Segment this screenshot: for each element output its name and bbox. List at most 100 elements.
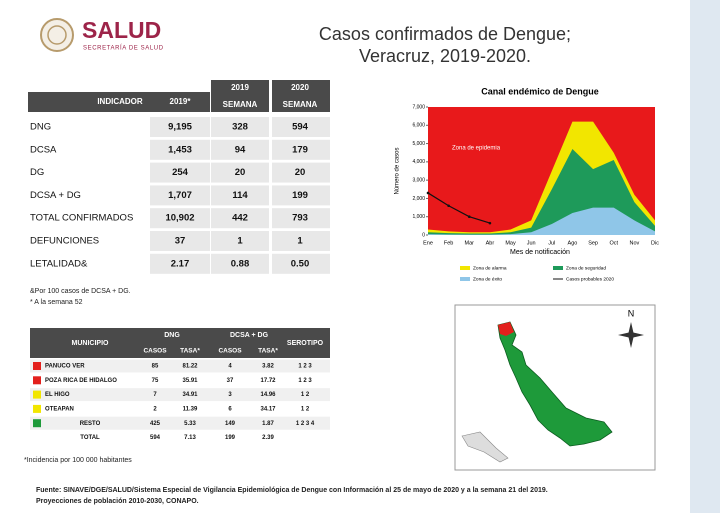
cell-bg [150,253,210,274]
cell: 114 [232,190,248,201]
sub-header: CASOS [218,348,242,355]
row-color [33,362,41,370]
cell-bg [211,185,269,206]
cell-bg [211,208,269,229]
cell-bg [211,162,269,183]
annotation: Zona de epidemia [452,146,501,152]
cell: DCSA + DG [30,190,81,201]
row-color [33,404,41,413]
cell: 1 2 3 [298,364,312,370]
cell: OTEAPAN [45,406,74,412]
cell: 1 2 [301,406,310,412]
footer: Fuente: SINAVE/DGE/SALUD/Sistema Especia… [36,487,548,494]
cell: 20 [235,167,246,178]
north-label: N [628,308,635,318]
cell: DNG [30,122,51,133]
mexico-inset [461,431,509,463]
cell: 10,902 [165,213,194,224]
cell: 425 [150,421,161,427]
cell: 35.91 [182,378,198,384]
footer: Proyecciones de población 2010-2030, CON… [36,498,199,505]
cell: 11.39 [183,406,198,412]
cell: 17.72 [260,378,276,384]
x-tick-label: Dic [651,240,659,246]
y-tick-label: 0 [422,232,425,238]
row-bg [30,388,330,402]
logo-subtitle: SECRETARÍA DE SALUD [83,45,164,52]
y-tick-label: 7,000 [412,104,425,110]
column-header: 2019* [170,97,192,106]
cell: 85 [152,364,159,370]
cell: DG [30,167,44,178]
cell: 34.17 [260,406,276,412]
note: &Por 100 casos de DCSA + DG. [30,288,131,295]
y-tick-label: 1,000 [412,214,425,220]
column-header: 2020 [291,83,309,92]
point [447,204,450,208]
cell: 0.88 [231,258,250,269]
cell: 793 [292,213,308,224]
row-color [33,376,41,385]
cell: 3 [228,392,232,398]
cell: 14.96 [260,392,276,398]
cell: 328 [232,122,248,133]
title: Veracruz, 2019-2020. [359,46,531,66]
title: Casos confirmados de Dengue; [319,24,571,44]
cell: 254 [172,167,189,178]
cell: 20 [295,167,306,178]
cell: 37 [227,378,234,384]
column-header: 2019 [231,83,249,92]
cell: 1,453 [168,144,192,155]
x-tick-label: May [505,240,516,246]
cell-bg [211,139,269,160]
cell: 5.33 [184,421,196,427]
cell: TOTAL [80,435,100,441]
cell: DCSA [30,144,57,155]
row-color [33,390,41,399]
y-tick-label: 5,000 [412,141,425,147]
legend-label: Zona de éxito [473,276,502,282]
group-header: MUNICIPIO [72,340,110,347]
legend-label: Zona de seguridad [566,265,606,271]
map: N [454,304,656,471]
sub-header: TASA* [258,348,278,355]
legend-label: Casos probables 2020 [566,276,614,282]
cell-bg [150,139,210,160]
row-color [33,419,41,428]
cell: 1,707 [168,190,192,201]
cell: 149 [225,421,236,427]
legend-swatch [553,266,563,270]
cell: 594 [292,122,309,133]
cell-bg [150,162,210,183]
legend-swatch [460,277,470,281]
cell: 2.17 [171,258,190,269]
cell-bg [272,139,330,160]
y-tick-label: 4,000 [412,159,425,165]
cell: 81.22 [182,364,198,370]
cell-bg [150,117,210,137]
cell: 1 2 [301,392,310,398]
cell: TOTAL CONFIRMADOS [30,213,133,224]
cell: 594 [150,435,161,441]
column-header: SEMANA [283,100,318,109]
sub-header: TASA* [180,348,200,355]
cell: 3.82 [262,364,274,370]
area [428,207,655,235]
x-tick-label: Ago [568,240,578,246]
x-tick-label: Jun [527,240,536,246]
cell: 1 2 3 4 [296,421,315,427]
cell: 7.13 [184,435,196,441]
cell: 7 [153,392,157,398]
cell: RESTO [80,421,101,427]
cell: 4 [228,364,232,370]
north-arrow [618,332,644,338]
north-region [498,322,514,336]
cell: 1 [297,236,303,247]
seal [40,18,74,52]
cell: LETALIDAD& [30,258,88,269]
cell-bg [211,117,269,137]
cell-bg [272,162,330,183]
note: *Incidencia por 100 000 habitantes [24,457,132,464]
cell: 1 [237,236,243,247]
cell: PANUCO VER [45,364,85,370]
